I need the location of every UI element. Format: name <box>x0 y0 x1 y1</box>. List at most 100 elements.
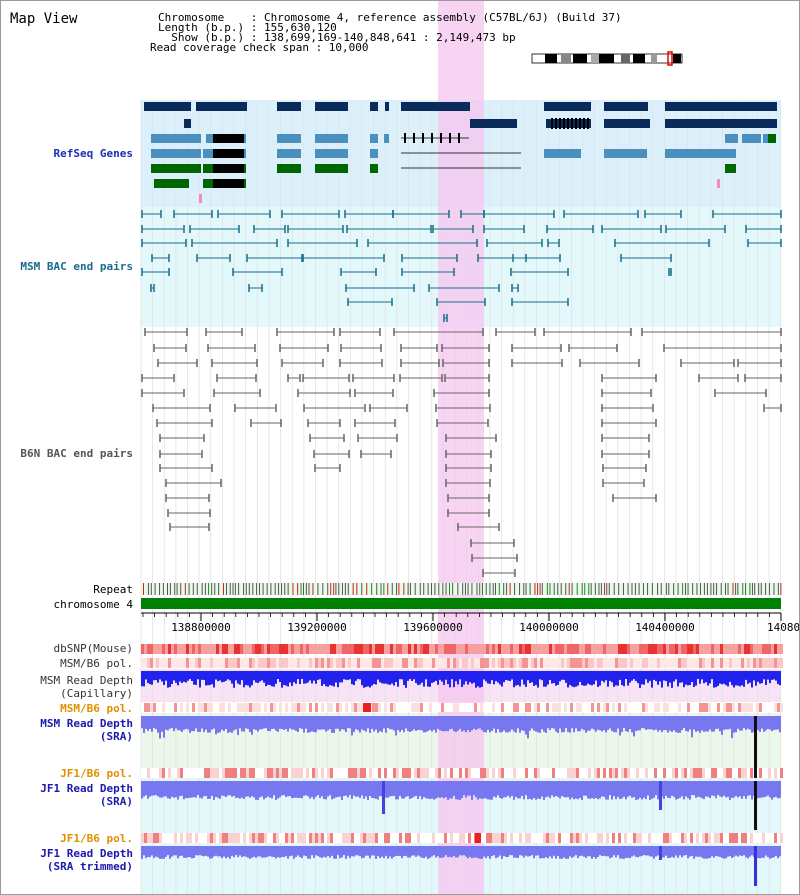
pol-cell <box>471 703 474 712</box>
depth-bar <box>231 781 233 797</box>
track-label-msm-bac[interactable]: MSM BAC end pairs <box>20 260 133 273</box>
pol-cell <box>192 703 195 712</box>
depth-bar <box>233 671 235 688</box>
depth-bar <box>405 716 407 729</box>
depth-bar <box>383 716 385 729</box>
depth-bar <box>761 716 763 729</box>
pol-cell <box>231 768 234 778</box>
pol-cell <box>774 644 777 654</box>
pol-cell <box>762 703 765 712</box>
depth-bar <box>231 671 233 684</box>
pol-cell <box>630 703 633 712</box>
pol-cell <box>468 768 471 778</box>
depth-bar <box>411 671 413 681</box>
gene-block <box>742 134 761 143</box>
pol-cell <box>312 703 315 712</box>
depth-bar <box>191 716 193 732</box>
pol-cell <box>318 644 321 654</box>
pol-cell <box>171 768 174 778</box>
depth-bar <box>159 671 161 680</box>
depth-bar <box>541 716 543 730</box>
depth-bar <box>779 716 781 733</box>
depth-bar <box>445 846 447 856</box>
depth-bar <box>737 846 739 857</box>
pol-cell <box>231 833 234 843</box>
pol-cell <box>720 833 723 843</box>
depth-bar <box>241 671 243 681</box>
depth-bar <box>389 716 391 730</box>
depth-bar <box>599 671 601 686</box>
pol-cell <box>327 768 330 778</box>
pol-cell <box>300 644 303 654</box>
pol-cell <box>342 644 345 654</box>
pol-cell <box>681 833 684 843</box>
pol-cell <box>270 644 273 654</box>
pol-cell <box>570 658 573 668</box>
pol-cell <box>480 833 483 843</box>
depth-bar <box>143 781 145 797</box>
depth-bar <box>461 781 463 799</box>
depth-bar <box>483 781 485 799</box>
pol-cell <box>672 658 675 668</box>
repeat-element <box>590 583 592 595</box>
depth-bar <box>695 846 697 857</box>
pol-cell <box>567 644 570 654</box>
ideogram-band <box>633 54 645 63</box>
depth-bar <box>367 781 369 800</box>
depth-bar <box>667 846 669 859</box>
depth-bar <box>629 716 631 730</box>
depth-bar <box>491 671 493 681</box>
depth-bar <box>371 671 373 686</box>
pol-cell <box>147 833 150 843</box>
pol-cell <box>513 644 516 654</box>
depth-bar <box>187 671 189 681</box>
pol-cell <box>300 768 303 778</box>
depth-bar <box>751 781 753 800</box>
pol-cell <box>459 644 462 654</box>
pol-cell <box>168 768 171 778</box>
pol-cell <box>750 768 753 778</box>
depth-bar <box>717 716 719 729</box>
depth-dip <box>659 781 662 810</box>
pol-cell <box>243 768 246 778</box>
track-label-refseq[interactable]: RefSeq Genes <box>53 147 133 160</box>
depth-bar <box>547 716 549 729</box>
depth-bar <box>771 846 773 858</box>
pol-cell <box>372 644 375 654</box>
pol-cell <box>435 658 438 668</box>
depth-bar <box>461 671 463 688</box>
pol-cell <box>531 833 534 843</box>
depth-bar <box>141 671 143 687</box>
pol-cell <box>738 768 741 778</box>
depth-bar <box>537 671 539 688</box>
depth-bar <box>605 846 607 857</box>
depth-bar <box>311 716 313 732</box>
repeat-element <box>266 583 268 595</box>
depth-bar <box>179 671 181 682</box>
depth-bar <box>539 846 541 859</box>
depth-bar <box>173 671 175 681</box>
track-label-b6n-bac[interactable]: B6N BAC end pairs <box>20 447 133 460</box>
gene-exon-tick <box>413 133 415 143</box>
depth-bar <box>365 846 367 856</box>
depth-bar <box>163 846 165 859</box>
depth-bar <box>475 671 477 688</box>
depth-bar <box>615 716 617 733</box>
depth-bar <box>757 846 759 859</box>
pol-cell <box>675 658 678 668</box>
pol-cell <box>699 833 702 843</box>
depth-bar <box>473 781 475 796</box>
pol-cell <box>609 644 612 654</box>
depth-bar <box>389 781 391 797</box>
depth-bar <box>531 846 533 856</box>
depth-bar <box>397 671 399 687</box>
depth-bar <box>217 781 219 798</box>
depth-bar <box>721 671 723 685</box>
pol-cell <box>381 833 384 843</box>
pol-cell <box>222 833 225 843</box>
depth-bar <box>557 671 559 685</box>
depth-bar <box>723 781 725 796</box>
pol-cell <box>387 768 390 778</box>
pol-cell <box>510 658 513 668</box>
